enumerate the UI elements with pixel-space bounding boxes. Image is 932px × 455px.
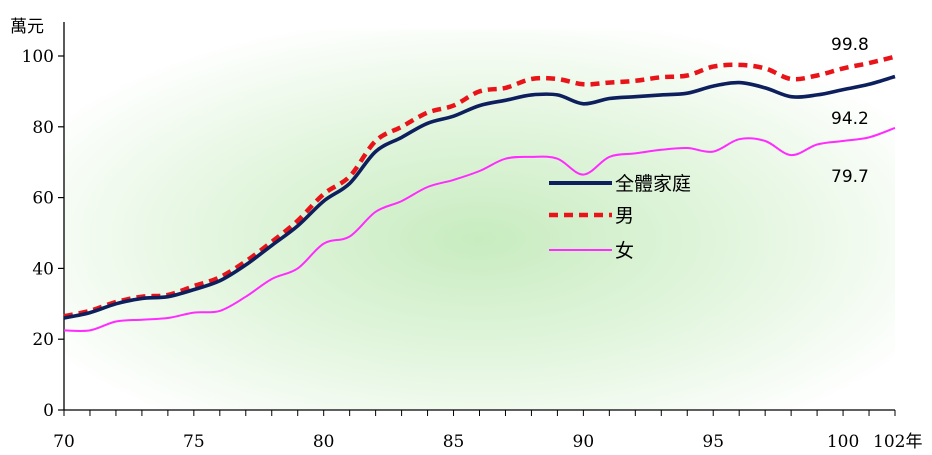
series-group [63, 54, 896, 333]
y-axis-ticks: 0 20 40 60 80 100 [22, 47, 64, 421]
x-tick-label: 95 [702, 432, 724, 452]
legend-label-male: 男 [615, 205, 634, 227]
x-tick-label: 100 [827, 432, 859, 452]
y-tick-label: 100 [22, 47, 54, 67]
label-male-end: 99.8 [831, 35, 869, 55]
series-line-all [63, 74, 896, 320]
legend-item-all: 全體家庭 [549, 173, 691, 195]
y-tick-label: 40 [32, 259, 54, 279]
x-tick-label: 70 [53, 432, 75, 452]
series-line-female [63, 126, 896, 333]
plot-background [64, 30, 895, 410]
y-tick-label: 20 [32, 330, 54, 350]
legend-label-all: 全體家庭 [615, 173, 691, 195]
y-axis-title: 萬元 [10, 17, 44, 37]
legend-item-male: 男 [549, 205, 634, 227]
x-tick-label: 90 [573, 432, 595, 452]
x-tick-label: 85 [443, 432, 465, 452]
x-tick-label: 102年 [873, 432, 922, 452]
legend-item-female: 女 [549, 240, 634, 262]
legend-label-female: 女 [615, 240, 634, 262]
y-tick-label: 80 [32, 118, 54, 138]
legend: 全體家庭 男 女 [549, 173, 691, 262]
y-tick-label: 60 [32, 189, 54, 209]
x-axis-ticks: 70 75 80 85 90 95 100 102年 [53, 410, 922, 452]
y-tick-label: 0 [43, 401, 54, 421]
x-tick-label: 80 [313, 432, 335, 452]
label-female-end: 79.7 [831, 167, 869, 187]
x-tick-label: 75 [183, 432, 205, 452]
series-line-male [63, 54, 896, 319]
label-all-end: 94.2 [831, 109, 869, 129]
